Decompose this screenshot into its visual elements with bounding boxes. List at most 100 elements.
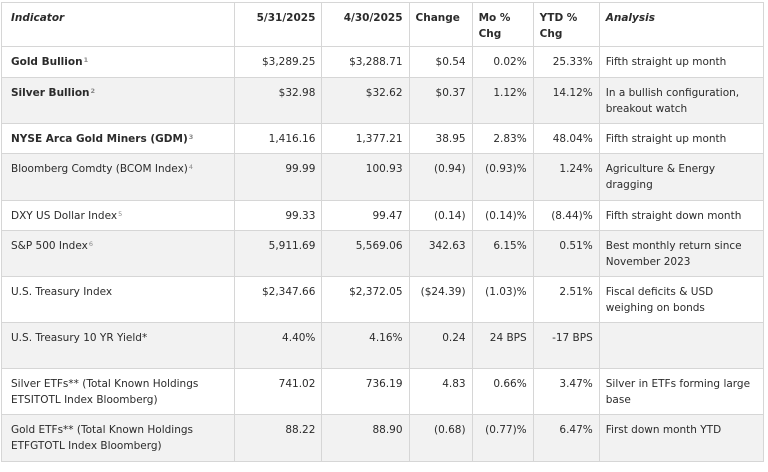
value-date-2: 99.47	[321, 200, 410, 231]
value-analysis: In a bullish configuration, breakout wat…	[598, 77, 765, 124]
value-date-1: 99.33	[234, 200, 323, 231]
value-ytd-chg: 14.12%	[532, 77, 600, 124]
table-row: U.S. Treasury Index $2,347.66 $2,372.05 ($2…	[0, 276, 765, 323]
value-date-1: 88.22	[234, 414, 323, 462]
indicator-name: U.S. Treasury 10 YR Yield*	[0, 322, 236, 369]
footnote-marker: 3	[188, 133, 194, 141]
header-mo-chg: Mo % Chg	[471, 2, 534, 47]
value-analysis: Fifth straight down month	[598, 200, 765, 231]
header-date-1: 5/31/2025	[234, 2, 323, 47]
value-ytd-chg: 25.33%	[532, 46, 600, 78]
value-change: (0.14)	[408, 200, 473, 231]
indicator-name: Gold Bullion1	[0, 46, 236, 78]
value-analysis: Fifth straight up month	[598, 46, 765, 78]
value-change: (0.68)	[408, 414, 473, 462]
value-date-1: $32.98	[234, 77, 323, 124]
table-row: NYSE Arca Gold Miners (GDM)3 1,416.16 1,37…	[0, 123, 765, 154]
value-date-1: 4.40%	[234, 322, 323, 369]
header-date-2: 4/30/2025	[321, 2, 410, 47]
value-change: 0.24	[408, 322, 473, 369]
value-change: $0.54	[408, 46, 473, 78]
value-change: $0.37	[408, 77, 473, 124]
indicator-label: DXY US Dollar Index	[11, 210, 118, 222]
header-analysis: Analysis	[598, 2, 765, 47]
value-ytd-chg: 48.04%	[532, 123, 600, 154]
value-mo-chg: 24 BPS	[471, 322, 534, 369]
value-ytd-chg: 3.47%	[532, 368, 600, 415]
value-mo-chg: 2.83%	[471, 123, 534, 154]
indicator-label: U.S. Treasury Index	[11, 286, 113, 298]
table-row: Silver Bullion2 $32.98 $32.62 $0.37 1.12% 14.…	[0, 77, 765, 124]
value-change: 38.95	[408, 123, 473, 154]
value-date-2: 4.16%	[321, 322, 410, 369]
value-date-2: 5,569.06	[321, 230, 410, 277]
value-mo-chg: 0.02%	[471, 46, 534, 78]
value-date-1: 5,911.69	[234, 230, 323, 277]
value-date-2: 100.93	[321, 153, 410, 201]
indicator-label: NYSE Arca Gold Miners (GDM)	[11, 133, 188, 145]
footnote-marker: 4	[188, 163, 194, 171]
indicator-label: S&P 500 Index	[11, 240, 88, 252]
footnote-marker: 5	[118, 210, 123, 218]
table-row: U.S. Treasury 10 YR Yield* 4.40% 4.16% 0.24…	[0, 322, 765, 369]
value-mo-chg: (0.93)%	[471, 153, 534, 201]
indicator-label: Gold ETFs** (Total Known Holdings ETFGTO…	[11, 424, 193, 452]
indicator-label: Silver Bullion	[11, 87, 90, 99]
value-date-1: 1,416.16	[234, 123, 323, 154]
value-date-2: $2,372.05	[321, 276, 410, 323]
value-date-1: 741.02	[234, 368, 323, 415]
indicator-name: Silver ETFs** (Total Known Holdings ETSI…	[0, 368, 236, 415]
table-row: S&P 500 Index6 5,911.69 5,569.06 342.63 6.15…	[0, 230, 765, 277]
header-row: Indicator 5/31/2025 4/30/2025 Change Mo …	[0, 2, 765, 47]
value-ytd-chg: 1.24%	[532, 153, 600, 201]
value-date-2: 736.19	[321, 368, 410, 415]
market-summary-table: Indicator 5/31/2025 4/30/2025 Change Mo …	[0, 2, 765, 462]
table-row: Silver ETFs** (Total Known Holdings ETSI…	[0, 368, 765, 415]
indicator-name: U.S. Treasury Index	[0, 276, 236, 323]
value-change: 4.83	[408, 368, 473, 415]
value-ytd-chg: 2.51%	[532, 276, 600, 323]
indicator-label: Bloomberg Comdty (BCOM Index)	[11, 163, 188, 175]
table-row: Gold Bullion1 $3,289.25 $3,288.71 $0.54 0.02…	[0, 46, 765, 78]
indicator-name: DXY US Dollar Index5	[0, 200, 236, 231]
header-indicator: Indicator	[0, 2, 236, 47]
header-ytd-chg: YTD % Chg	[532, 2, 600, 47]
indicator-name: NYSE Arca Gold Miners (GDM)3	[0, 123, 236, 154]
indicator-label: Silver ETFs** (Total Known Holdings ETSI…	[11, 378, 199, 406]
value-date-2: $3,288.71	[321, 46, 410, 78]
value-analysis: Fifth straight up month	[598, 123, 765, 154]
value-date-1: $2,347.66	[234, 276, 323, 323]
indicator-name: Gold ETFs** (Total Known Holdings ETFGTO…	[0, 414, 236, 462]
value-date-2: 88.90	[321, 414, 410, 462]
value-analysis: Best monthly return since November 2023	[598, 230, 765, 277]
value-analysis: Fiscal deficits & USD weighing on bonds	[598, 276, 765, 323]
value-change: 342.63	[408, 230, 473, 277]
footnote-marker: 6	[88, 240, 93, 248]
value-date-2: $32.62	[321, 77, 410, 124]
value-ytd-chg: 6.47%	[532, 414, 600, 462]
indicator-name: Silver Bullion2	[0, 77, 236, 124]
value-mo-chg: (0.77)%	[471, 414, 534, 462]
value-analysis: Agriculture & Energy dragging	[598, 153, 765, 201]
value-analysis	[598, 322, 765, 369]
value-change: (0.94)	[408, 153, 473, 201]
indicator-label: U.S. Treasury 10 YR Yield*	[11, 332, 148, 344]
value-ytd-chg: (8.44)%	[532, 200, 600, 231]
value-mo-chg: (1.03)%	[471, 276, 534, 323]
table-row: Gold ETFs** (Total Known Holdings ETFGTO…	[0, 414, 765, 462]
value-ytd-chg: -17 BPS	[532, 322, 600, 369]
value-mo-chg: (0.14)%	[471, 200, 534, 231]
value-date-1: $3,289.25	[234, 46, 323, 78]
value-analysis: First down month YTD	[598, 414, 765, 462]
table-row: Bloomberg Comdty (BCOM Index)4 99.99 100.9…	[0, 153, 765, 201]
indicator-name: S&P 500 Index6	[0, 230, 236, 277]
value-mo-chg: 1.12%	[471, 77, 534, 124]
footnote-marker: 1	[83, 56, 89, 64]
indicator-name: Bloomberg Comdty (BCOM Index)4	[0, 153, 236, 201]
table-row: DXY US Dollar Index5 99.33 99.47 (0.14) (0.1…	[0, 200, 765, 231]
value-mo-chg: 6.15%	[471, 230, 534, 277]
value-change: ($24.39)	[408, 276, 473, 323]
indicator-label: Gold Bullion	[11, 56, 83, 68]
value-ytd-chg: 0.51%	[532, 230, 600, 277]
footnote-marker: 2	[90, 87, 96, 95]
